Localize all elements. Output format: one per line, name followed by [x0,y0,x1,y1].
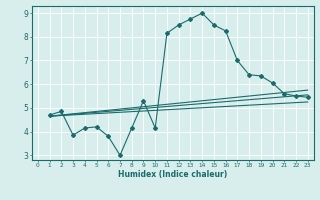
X-axis label: Humidex (Indice chaleur): Humidex (Indice chaleur) [118,170,228,179]
